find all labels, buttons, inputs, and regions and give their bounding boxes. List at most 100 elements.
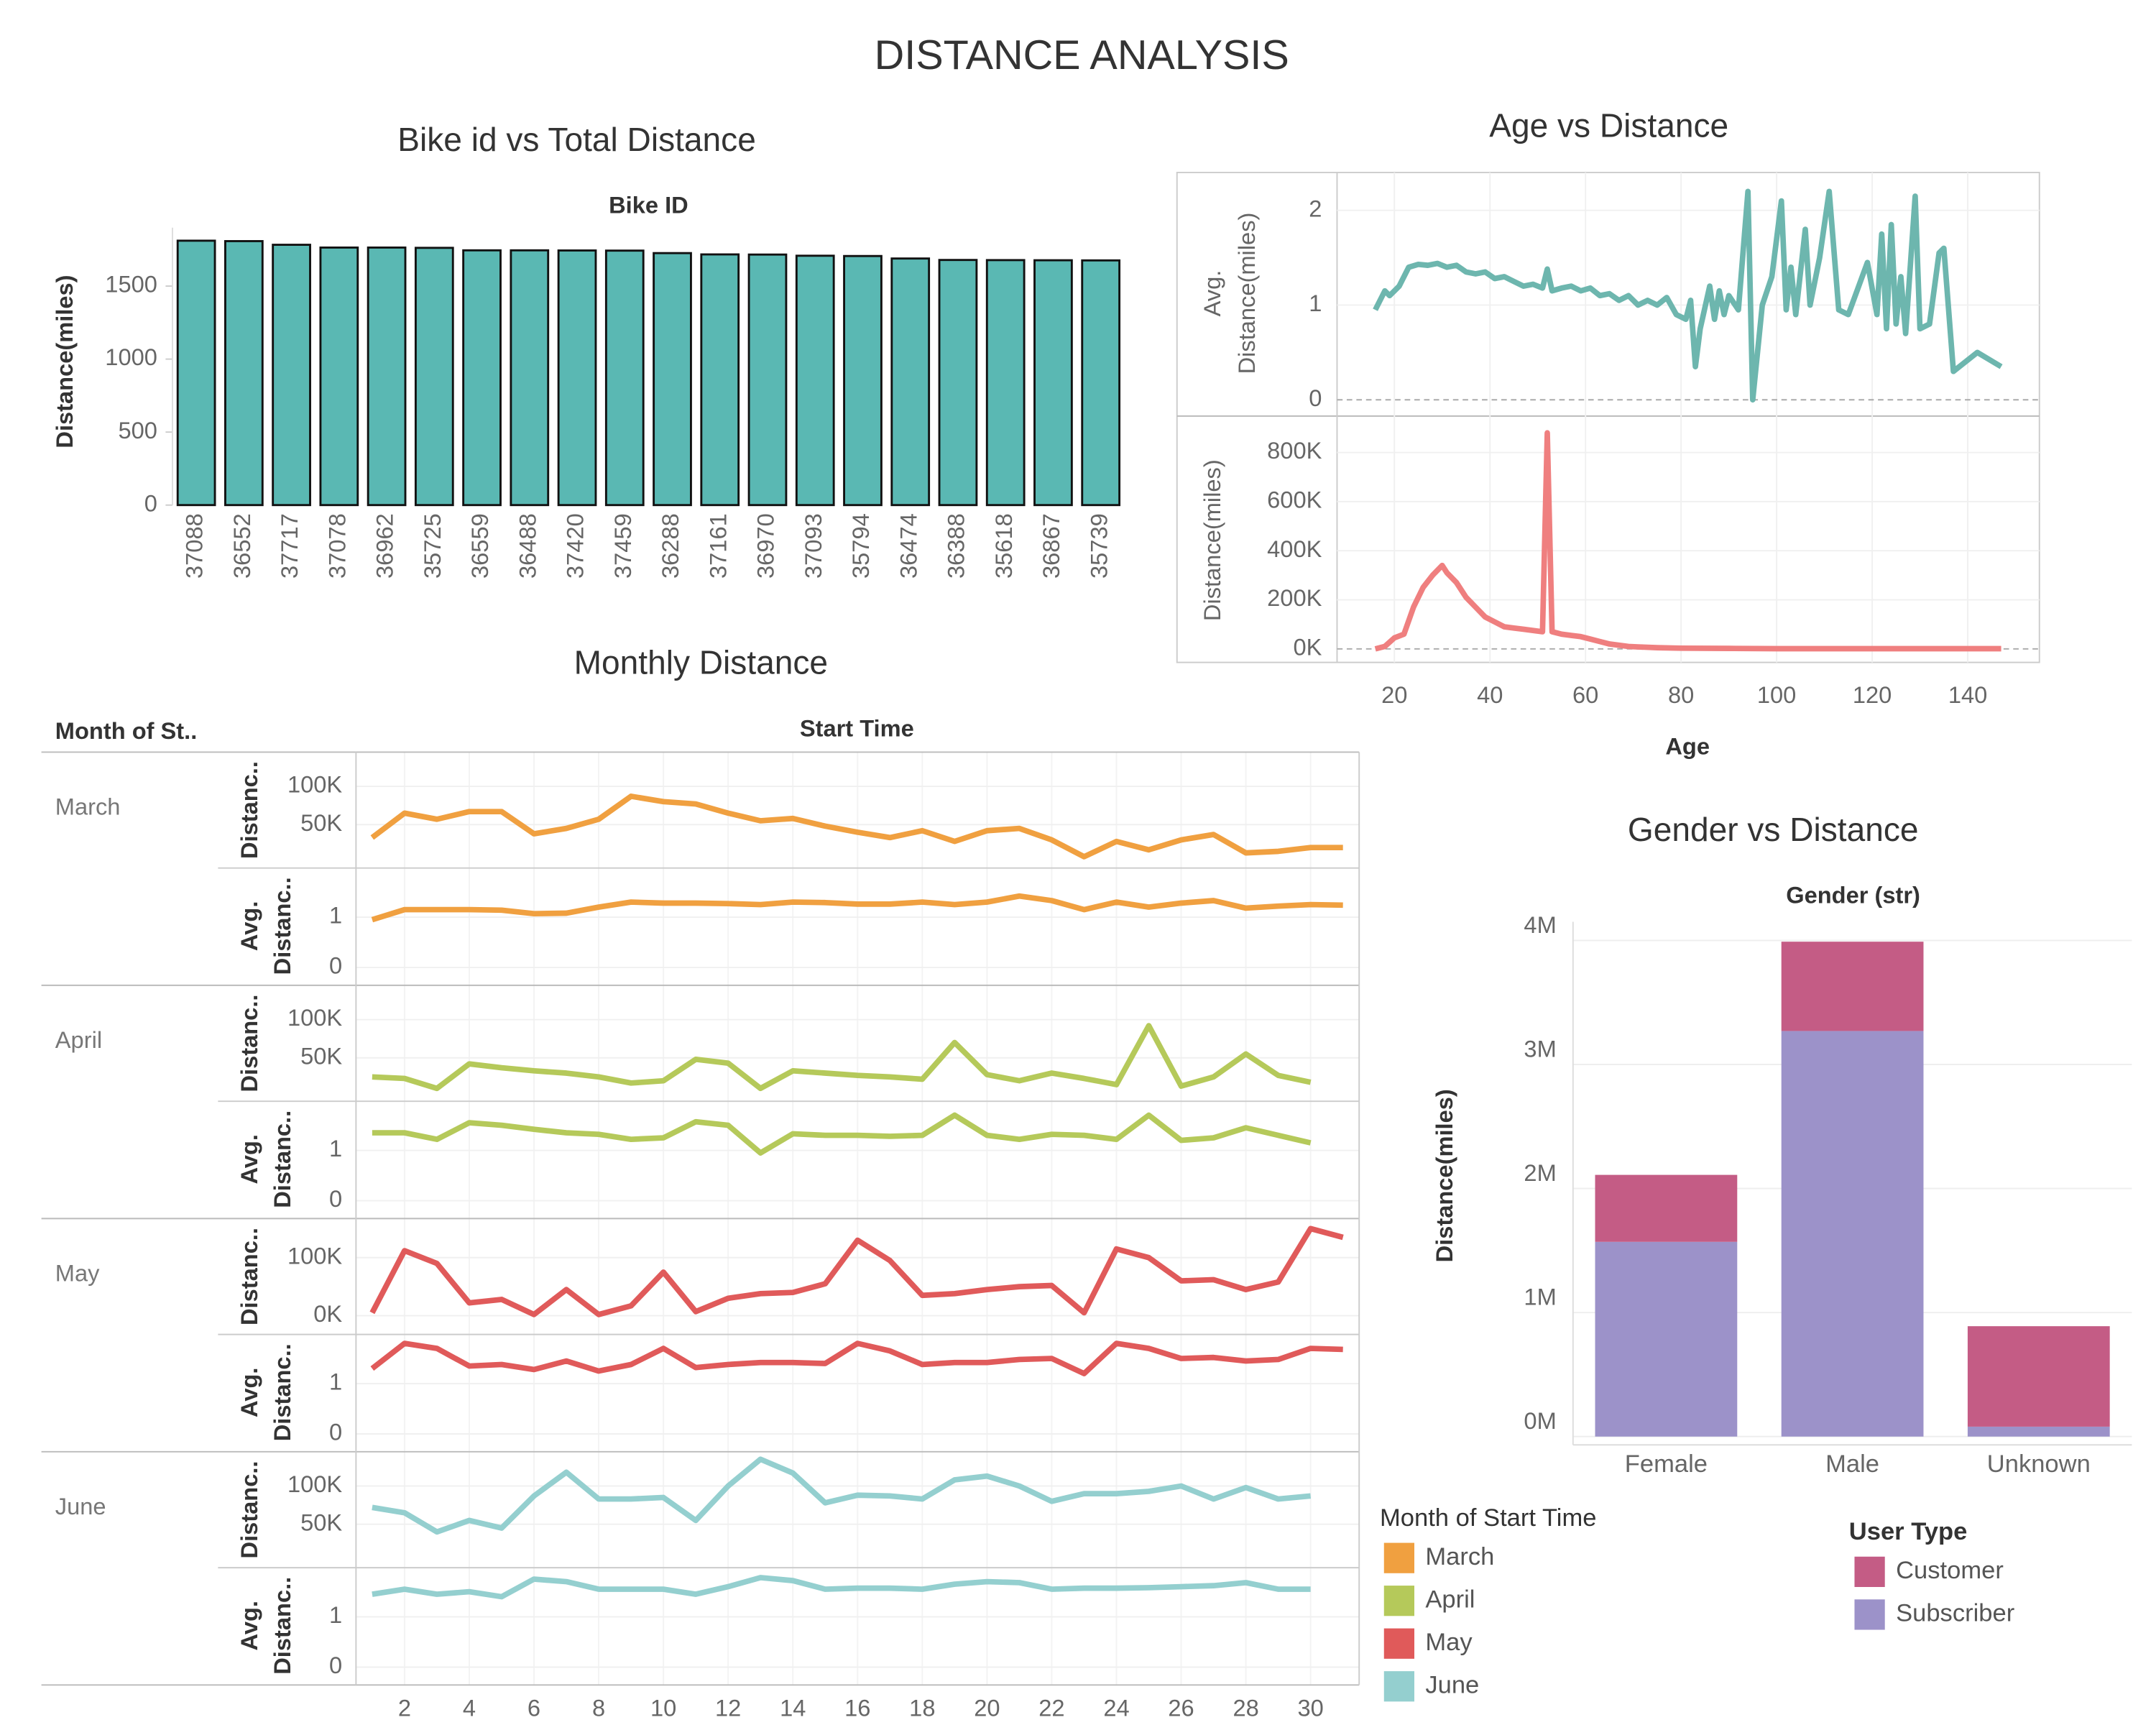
x-tick-label: 6 xyxy=(528,1695,540,1721)
bar xyxy=(414,247,454,507)
y-tick-label: 0M xyxy=(1524,1407,1556,1434)
bar xyxy=(747,253,788,507)
legend-title: Month of Start Time xyxy=(1380,1504,1596,1532)
bar xyxy=(557,249,597,507)
x-tick-label: 60 xyxy=(1572,681,1598,708)
y-tick-label: 2M xyxy=(1524,1159,1556,1186)
x-tick-label: Unknown xyxy=(1987,1450,2091,1478)
legend-label: April xyxy=(1425,1586,1475,1613)
bar xyxy=(890,257,931,507)
y-tick-label: 0K xyxy=(1293,633,1322,660)
y-tick-label: 1500 xyxy=(105,271,157,298)
x-tick-label: 40 xyxy=(1477,681,1503,708)
pane-frame xyxy=(1176,172,2040,663)
y-tick-label: 100K xyxy=(287,1471,342,1497)
bar-segment xyxy=(1781,1031,1924,1437)
y-axis-title: Distanc.. xyxy=(236,995,262,1092)
legend-swatch xyxy=(1383,1542,1414,1573)
legend-swatch xyxy=(1854,1556,1885,1587)
y-axis-title: Distance(miles) xyxy=(51,275,78,448)
bar xyxy=(224,240,264,507)
chart-title: Gender vs Distance xyxy=(1628,811,1919,848)
y-axis-title: Distanc.. xyxy=(269,1110,295,1208)
x-tick-label: 30 xyxy=(1298,1695,1324,1721)
y-tick-label: 1 xyxy=(329,1135,342,1162)
x-tick-label: 20 xyxy=(974,1695,1000,1721)
x-tick-label: 36962 xyxy=(372,513,398,579)
x-tick-label: 16 xyxy=(844,1695,870,1721)
x-tick-label: 18 xyxy=(909,1695,935,1721)
legend-swatch xyxy=(1383,1586,1414,1616)
x-axis-title: Gender (str) xyxy=(1786,882,1920,908)
x-tick-label: 14 xyxy=(780,1695,806,1721)
legend-swatch xyxy=(1854,1599,1885,1630)
x-tick-label: 37459 xyxy=(609,513,636,579)
y-axis-title: Distanc.. xyxy=(269,1577,295,1675)
row-label: April xyxy=(55,1026,102,1053)
y-tick-label: 1000 xyxy=(105,344,157,370)
y-axis-title: Distance(miles) xyxy=(1431,1089,1457,1262)
line xyxy=(372,1023,1312,1092)
y-axis-title: Distanc.. xyxy=(236,1460,262,1558)
y-tick-label: 1 xyxy=(329,1368,342,1395)
y-tick-label: 1M xyxy=(1524,1284,1556,1310)
x-tick-label: 10 xyxy=(650,1695,676,1721)
y-axis-title: Distance(miles) xyxy=(1199,459,1225,621)
y-tick-label: 800K xyxy=(1267,437,1322,464)
line xyxy=(372,1456,1312,1535)
x-tick-label: 28 xyxy=(1233,1695,1258,1721)
y-tick-label: 1 xyxy=(329,1601,342,1628)
x-tick-label: 140 xyxy=(1948,681,1987,708)
x-tick-label: 120 xyxy=(1853,681,1892,708)
bar xyxy=(367,246,407,507)
line xyxy=(372,1112,1312,1156)
bar-segment xyxy=(1967,1426,2110,1437)
bar xyxy=(462,249,502,507)
legend-swatch xyxy=(1383,1671,1414,1702)
x-axis-title: Bike ID xyxy=(609,192,688,218)
chart-title: Bike id vs Total Distance xyxy=(397,121,756,158)
y-axis-title: Distanc.. xyxy=(236,761,262,859)
x-tick-label: 37093 xyxy=(800,513,826,579)
y-tick-label: 600K xyxy=(1267,487,1322,513)
bar-segment xyxy=(1595,1241,1738,1437)
y-tick-label: 100K xyxy=(287,1242,342,1269)
y-tick-label: 0 xyxy=(329,1419,342,1445)
y-tick-label: 0K xyxy=(313,1300,342,1327)
legend-label: June xyxy=(1425,1671,1479,1698)
y-tick-label: 3M xyxy=(1524,1035,1556,1062)
bar xyxy=(604,249,645,507)
x-tick-label: 2 xyxy=(398,1695,411,1721)
bar-segment xyxy=(1781,942,1924,1031)
bar xyxy=(1081,259,1121,507)
y-tick-label: 100K xyxy=(287,771,342,798)
y-tick-label: 1 xyxy=(329,902,342,929)
y-tick-label: 500 xyxy=(118,417,157,443)
x-tick-label: 4 xyxy=(463,1695,476,1721)
x-tick-label: 36388 xyxy=(943,513,969,579)
y-tick-label: 2 xyxy=(1309,195,1322,221)
y-tick-label: 0 xyxy=(329,1185,342,1212)
bar xyxy=(1033,259,1073,507)
row-label: May xyxy=(55,1260,100,1287)
x-tick-label: 37161 xyxy=(704,513,731,579)
y-axis-title: Distanc.. xyxy=(269,1343,295,1441)
line xyxy=(1373,188,2003,403)
line xyxy=(1374,430,2001,652)
x-tick-label: 8 xyxy=(592,1695,605,1721)
x-tick-label: 37420 xyxy=(562,513,589,579)
y-tick-label: 200K xyxy=(1267,584,1322,611)
row-label: March xyxy=(55,794,121,820)
line xyxy=(369,1225,1344,1317)
x-tick-label: Male xyxy=(1825,1450,1879,1478)
legend-label: March xyxy=(1425,1543,1494,1570)
x-tick-label: Female xyxy=(1625,1450,1708,1478)
bar-segment xyxy=(1595,1174,1738,1242)
x-tick-label: 37717 xyxy=(276,513,303,579)
x-tick-label: 36552 xyxy=(229,513,255,579)
bar-segment xyxy=(1967,1326,2110,1427)
y-tick-label: 100K xyxy=(287,1004,342,1031)
y-axis-title: Distanc.. xyxy=(269,877,295,975)
bar xyxy=(653,252,692,507)
